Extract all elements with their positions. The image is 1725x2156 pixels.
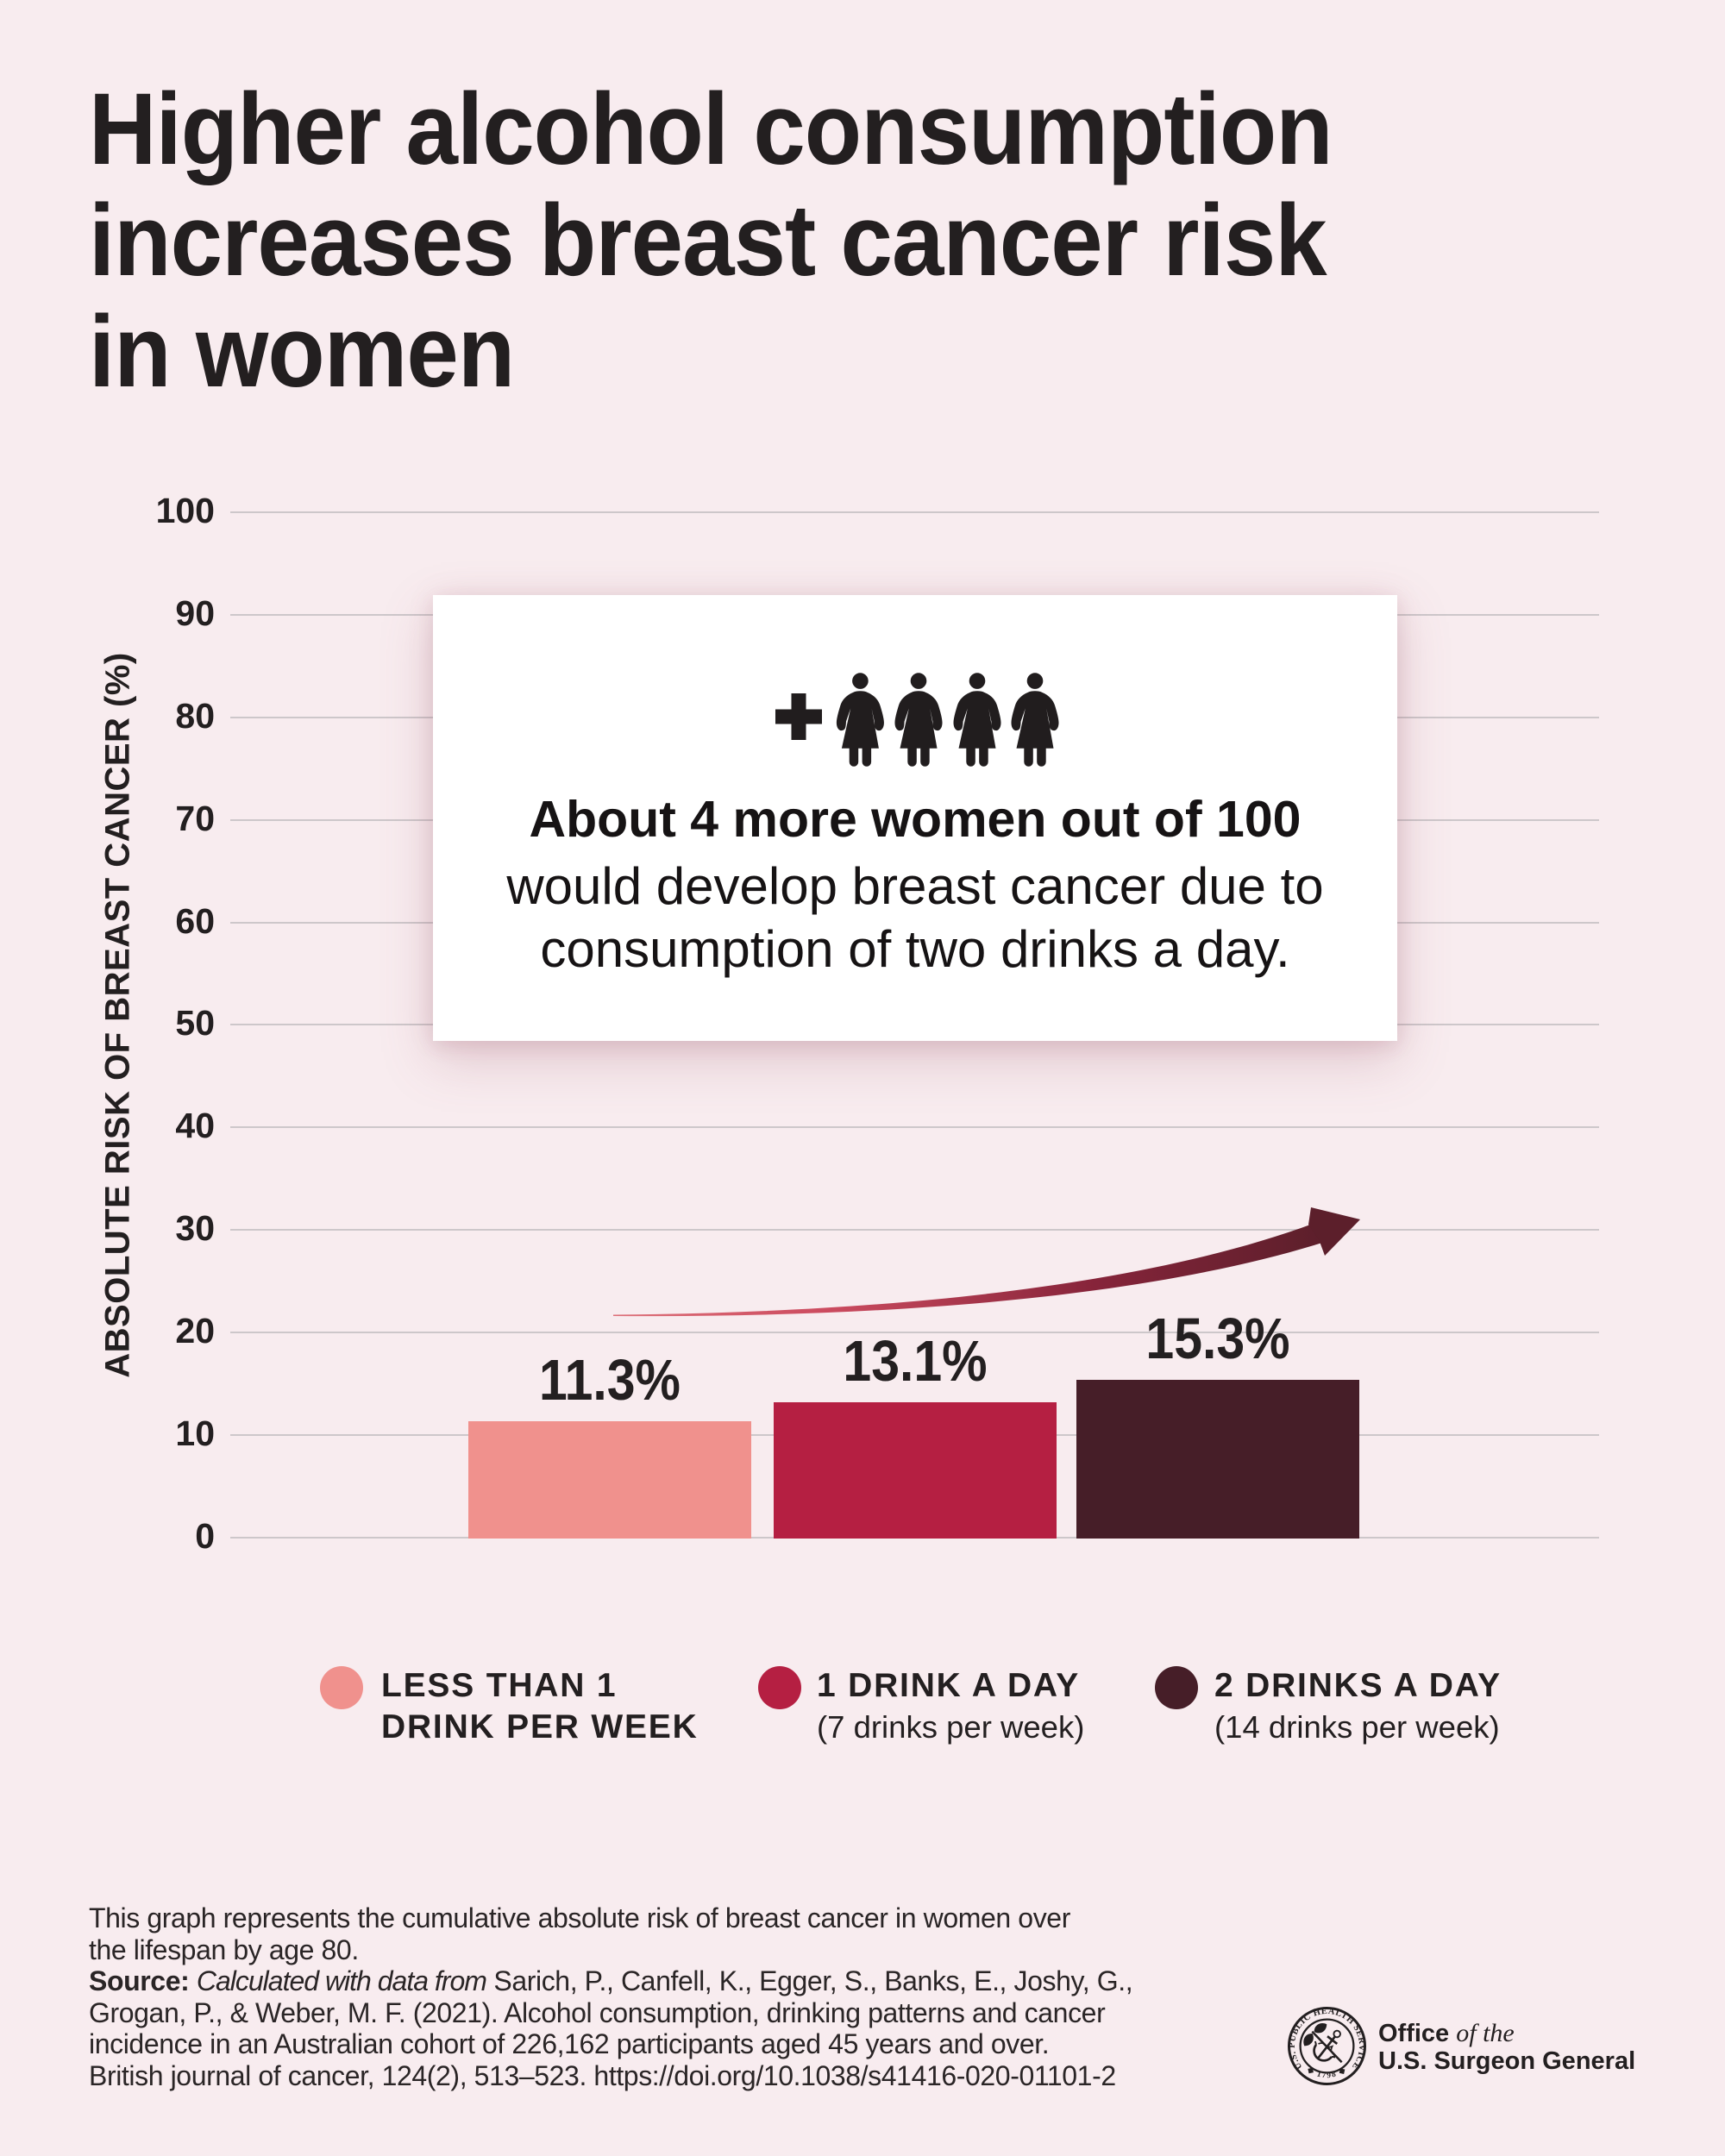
svg-text:U.S. PUBLIC HEALTH SERVICE: U.S. PUBLIC HEALTH SERVICE — [1288, 2007, 1366, 2071]
svg-text:◆ 1798 ◆: ◆ 1798 ◆ — [1305, 2065, 1348, 2081]
